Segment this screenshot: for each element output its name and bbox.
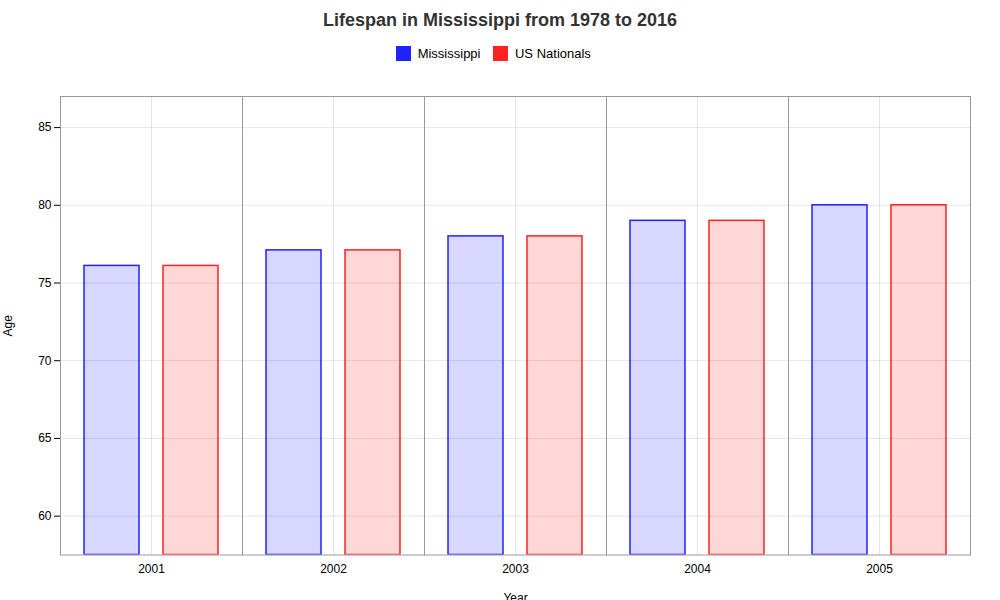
svg-text:2004: 2004 [684, 561, 711, 575]
svg-text:2003: 2003 [502, 561, 529, 575]
svg-text:2002: 2002 [320, 561, 347, 575]
svg-text:85: 85 [38, 120, 52, 134]
svg-text:70: 70 [38, 353, 52, 367]
html-text:US Nationals: US Nationals [515, 46, 591, 61]
svg-text:80: 80 [38, 198, 52, 212]
html-text:Mississippi: Mississippi [417, 46, 481, 61]
svg-text:75: 75 [38, 275, 52, 289]
svg-text:60: 60 [38, 508, 52, 522]
svg-text:Year: Year [503, 591, 527, 600]
svg-text:65: 65 [38, 431, 52, 445]
html-text:Lifespan in Mississippi from 1: Lifespan in Mississippi from 1978 to 201… [322, 10, 678, 30]
svg-text:2005: 2005 [866, 561, 893, 575]
svg-text:Age: Age [1, 314, 15, 336]
svg-text:2001: 2001 [138, 561, 165, 575]
